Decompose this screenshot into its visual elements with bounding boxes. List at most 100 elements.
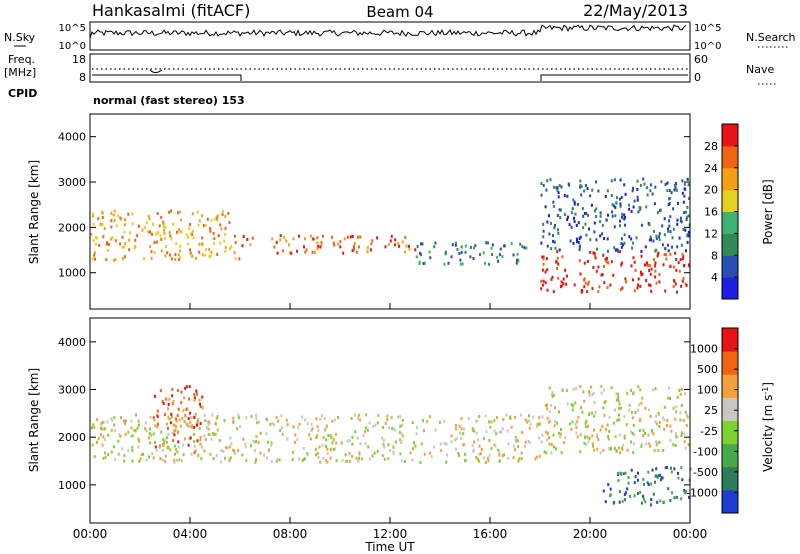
velocity-cell <box>201 395 204 399</box>
power-cell <box>559 208 562 212</box>
velocity-cell <box>130 419 133 423</box>
velocity-cell <box>580 405 583 409</box>
velocity-xtick-label: 00:00 <box>673 527 708 541</box>
velocity-cell <box>660 476 663 480</box>
velocity-cell <box>572 404 575 408</box>
power-cell <box>213 241 215 245</box>
velocity-cell <box>92 423 95 427</box>
power-cell <box>191 212 194 216</box>
power-cell <box>592 251 595 255</box>
power-cell <box>555 186 558 190</box>
power-cell <box>136 234 139 238</box>
velocity-cell <box>676 435 679 439</box>
power-cell <box>681 253 684 257</box>
velocity-cell <box>117 452 120 456</box>
velocity-cell <box>207 420 210 424</box>
power-cell <box>188 226 191 230</box>
velocity-cell <box>551 390 554 394</box>
power-cell <box>600 273 603 277</box>
velocity-cell <box>548 442 551 446</box>
velocity-cell <box>232 416 235 420</box>
power-heatmap <box>90 177 691 294</box>
power-cell <box>541 255 544 259</box>
power-cell <box>303 245 305 249</box>
velocity-cell <box>663 427 666 431</box>
velocity-cell <box>400 440 403 443</box>
power-cell <box>582 214 585 218</box>
velocity-cell <box>609 493 612 497</box>
power-cell <box>605 218 608 222</box>
freq-tick-high: 18 <box>72 53 86 66</box>
velocity-cell <box>608 416 611 420</box>
velocity-cell <box>276 458 279 462</box>
power-colorbar-segment <box>722 255 738 278</box>
velocity-cell <box>179 424 182 428</box>
power-cell <box>584 281 587 285</box>
velocity-colorbar-tick-label: -1000 <box>686 486 718 499</box>
velocity-cell <box>591 393 594 396</box>
velocity-cell <box>193 393 196 396</box>
velocity-cell <box>488 453 491 457</box>
velocity-cell <box>439 442 442 446</box>
velocity-cell <box>131 459 134 463</box>
velocity-cell <box>142 452 145 456</box>
velocity-cell <box>113 416 116 420</box>
power-cell <box>485 241 488 245</box>
power-cell <box>312 237 315 241</box>
power-cell <box>658 238 661 242</box>
power-cell <box>579 185 582 189</box>
nsearch-tick-low: 10^0 <box>694 41 721 52</box>
power-cell <box>656 211 659 215</box>
velocity-cell <box>383 457 386 461</box>
velocity-cell <box>637 385 640 389</box>
power-colorbar-label: Power [dB] <box>761 179 775 244</box>
power-cell <box>552 204 555 208</box>
power-cell <box>450 255 453 259</box>
velocity-cell <box>192 432 195 436</box>
power-cell <box>151 222 154 226</box>
velocity-cell <box>376 421 379 425</box>
power-cell <box>560 185 563 189</box>
power-cell <box>148 217 151 221</box>
power-cell <box>672 227 675 231</box>
power-cell <box>212 232 215 235</box>
power-cell <box>393 243 396 247</box>
power-cell <box>491 243 494 247</box>
power-cell <box>651 192 654 196</box>
power-cell <box>169 253 172 257</box>
power-cell <box>121 235 124 239</box>
power-cell <box>571 207 574 211</box>
velocity-cell <box>458 424 461 428</box>
power-cell <box>332 241 335 245</box>
power-cell <box>687 183 690 187</box>
velocity-cell <box>653 449 656 453</box>
velocity-cell <box>684 410 687 414</box>
power-cell <box>117 214 120 218</box>
velocity-cell <box>148 441 151 445</box>
power-cell <box>619 288 622 292</box>
power-cell <box>124 242 127 245</box>
velocity-cell <box>617 398 620 402</box>
power-cell <box>652 239 655 243</box>
velocity-cell <box>633 494 636 498</box>
velocity-ytick-label: 2000 <box>58 431 86 444</box>
power-cell <box>578 248 581 252</box>
power-cell <box>553 185 556 189</box>
power-cell <box>559 285 562 289</box>
velocity-cell <box>658 440 661 444</box>
velocity-cell <box>603 413 606 417</box>
power-cell <box>682 228 685 231</box>
velocity-cell <box>520 451 523 455</box>
power-cell <box>565 282 568 286</box>
velocity-cell <box>232 420 235 424</box>
velocity-cell <box>575 387 577 391</box>
power-cell <box>419 251 421 255</box>
velocity-cell <box>473 440 476 444</box>
power-cell <box>663 253 666 256</box>
power-cell <box>683 264 685 268</box>
power-cell <box>660 180 663 184</box>
power-cell <box>552 290 555 294</box>
velocity-cell <box>326 460 329 464</box>
power-cell <box>503 244 506 248</box>
velocity-cell <box>340 441 343 445</box>
